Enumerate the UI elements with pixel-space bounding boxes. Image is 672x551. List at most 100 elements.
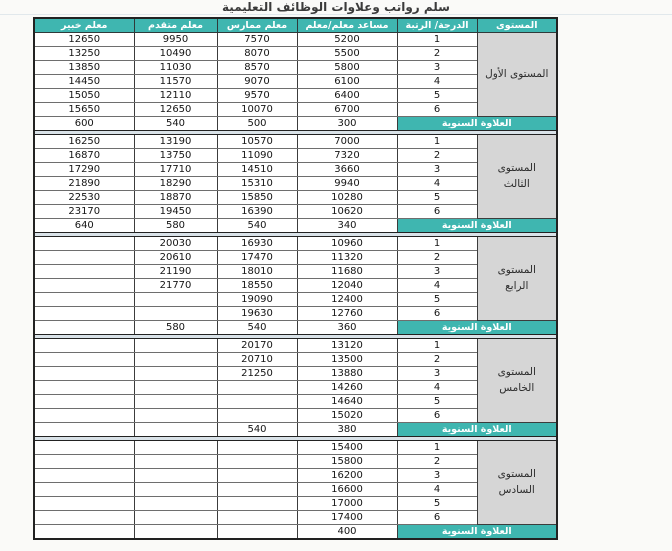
grade-cell: 3 xyxy=(396,468,478,483)
salary-cell xyxy=(133,394,218,409)
salary-cell xyxy=(33,250,135,265)
salary-cell: 11320 xyxy=(296,250,398,265)
grade-cell: 6 xyxy=(396,510,478,525)
salary-cell: 15800 xyxy=(296,454,398,469)
table-row: 6 17400 xyxy=(33,510,557,525)
salary-cell: 11090 xyxy=(216,148,298,163)
salary-cell: 21190 xyxy=(133,264,218,279)
salary-cell: 12760 xyxy=(296,306,398,321)
salary-cell xyxy=(216,380,298,395)
salary-cell: 7000 xyxy=(296,134,398,149)
allowance-cell xyxy=(133,524,218,540)
grade-cell: 1 xyxy=(396,338,478,353)
salary-cell: 5200 xyxy=(296,32,398,47)
salary-cell: 10070 xyxy=(216,102,298,117)
salary-cell: 3660 xyxy=(296,162,398,177)
salary-cell xyxy=(33,454,135,469)
salary-cell: 22530 xyxy=(33,190,135,205)
salary-cell xyxy=(33,482,135,497)
table-row: 4 6100 9070 11570 14450 xyxy=(33,74,557,89)
salary-cell xyxy=(133,510,218,525)
salary-cell xyxy=(33,278,135,293)
table-row: 6 10620 16390 19450 23170 xyxy=(33,204,557,219)
salary-cell xyxy=(133,454,218,469)
grade-cell: 1 xyxy=(396,134,478,149)
salary-cell xyxy=(216,482,298,497)
allowance-row: العلاوة السنوية 340 540 580 640 xyxy=(33,218,558,233)
allowance-cell: 380 xyxy=(296,422,398,437)
grade-cell: 6 xyxy=(396,102,478,117)
salary-cell: 9070 xyxy=(216,74,298,89)
column-header-practitioner-teacher: معلم ممارس xyxy=(216,17,298,33)
column-header-level: المستوى xyxy=(476,17,558,33)
salary-cell: 20030 xyxy=(133,236,218,251)
salary-cell xyxy=(133,468,218,483)
salary-cell: 18010 xyxy=(216,264,298,279)
table-row: 3 3660 14510 17710 17290 xyxy=(33,162,557,177)
table-row: المستوى الثالث 1 7000 10570 13190 16250 xyxy=(33,134,558,219)
level-label: المستوى الثالث xyxy=(476,134,558,219)
salary-cell: 14260 xyxy=(296,380,398,395)
grade-cell: 6 xyxy=(396,306,478,321)
salary-cell: 16600 xyxy=(296,482,398,497)
salary-cell: 6100 xyxy=(296,74,398,89)
grade-cell: 5 xyxy=(396,292,478,307)
salary-cell xyxy=(216,440,298,455)
salary-cell xyxy=(33,408,135,423)
salary-cell: 8070 xyxy=(216,46,298,61)
salary-cell: 11030 xyxy=(133,60,218,75)
table-row: المستوى السادس 1 15400 xyxy=(33,440,558,525)
salary-cell: 15050 xyxy=(33,88,135,103)
grade-cell: 5 xyxy=(396,394,478,409)
allowance-cell: 500 xyxy=(216,116,298,131)
table-row: 3 5800 8570 11030 13850 xyxy=(33,60,557,75)
salary-cell: 15310 xyxy=(216,176,298,191)
grade-cell: 2 xyxy=(396,46,478,61)
allowance-row: العلاوة السنوية 400 xyxy=(33,524,558,540)
salary-cell: 9940 xyxy=(296,176,398,191)
salary-cell: 18290 xyxy=(133,176,218,191)
salary-cell: 21890 xyxy=(33,176,135,191)
salary-cell: 13850 xyxy=(33,60,135,75)
salary-cell: 16250 xyxy=(33,134,135,149)
grade-cell: 6 xyxy=(396,408,478,423)
horizontal-rule xyxy=(0,14,672,15)
salary-cell: 6700 xyxy=(296,102,398,117)
allowance-cell: 540 xyxy=(216,218,298,233)
grade-cell: 3 xyxy=(396,366,478,381)
document-title: سلم رواتب وعلاوات الوظائف التعليمية xyxy=(222,0,450,14)
table-row: 6 12760 19630 xyxy=(33,306,557,321)
salary-cell: 10280 xyxy=(296,190,398,205)
salary-cell: 12400 xyxy=(296,292,398,307)
level-label: المستوى الخامس xyxy=(476,338,558,423)
allowance-cell: 580 xyxy=(133,218,218,233)
level-label: المستوى الأول xyxy=(476,32,558,117)
annual-allowance-label: العلاوة السنوية xyxy=(396,422,558,437)
allowance-cell: 540 xyxy=(133,116,218,131)
salary-cell: 20170 xyxy=(216,338,298,353)
allowance-cell: 600 xyxy=(33,116,135,131)
salary-cell xyxy=(33,292,135,307)
table-row: 4 14260 xyxy=(33,380,557,395)
table-row: 4 16600 xyxy=(33,482,557,497)
salary-cell: 10960 xyxy=(296,236,398,251)
annual-allowance-label: العلاوة السنوية xyxy=(396,116,558,131)
table-row: 3 13880 21250 xyxy=(33,366,557,381)
salary-cell: 13500 xyxy=(296,352,398,367)
allowance-row: العلاوة السنوية 300 500 540 600 xyxy=(33,116,558,131)
grade-cell: 1 xyxy=(396,32,478,47)
salary-cell xyxy=(33,380,135,395)
salary-cell: 13190 xyxy=(133,134,218,149)
salary-table: المستوى الدرجة/ الرتبة مساعد معلم/معلم م… xyxy=(33,17,558,540)
salary-cell: 16870 xyxy=(33,148,135,163)
salary-cell xyxy=(216,408,298,423)
allowance-cell: 540 xyxy=(216,320,298,335)
table-row: 3 16200 xyxy=(33,468,557,483)
grade-cell: 2 xyxy=(396,352,478,367)
salary-cell: 10490 xyxy=(133,46,218,61)
allowance-cell: 340 xyxy=(296,218,398,233)
salary-cell: 10620 xyxy=(296,204,398,219)
salary-cell xyxy=(33,510,135,525)
salary-cell: 12040 xyxy=(296,278,398,293)
column-header-assistant-teacher: مساعد معلم/معلم xyxy=(296,17,398,33)
